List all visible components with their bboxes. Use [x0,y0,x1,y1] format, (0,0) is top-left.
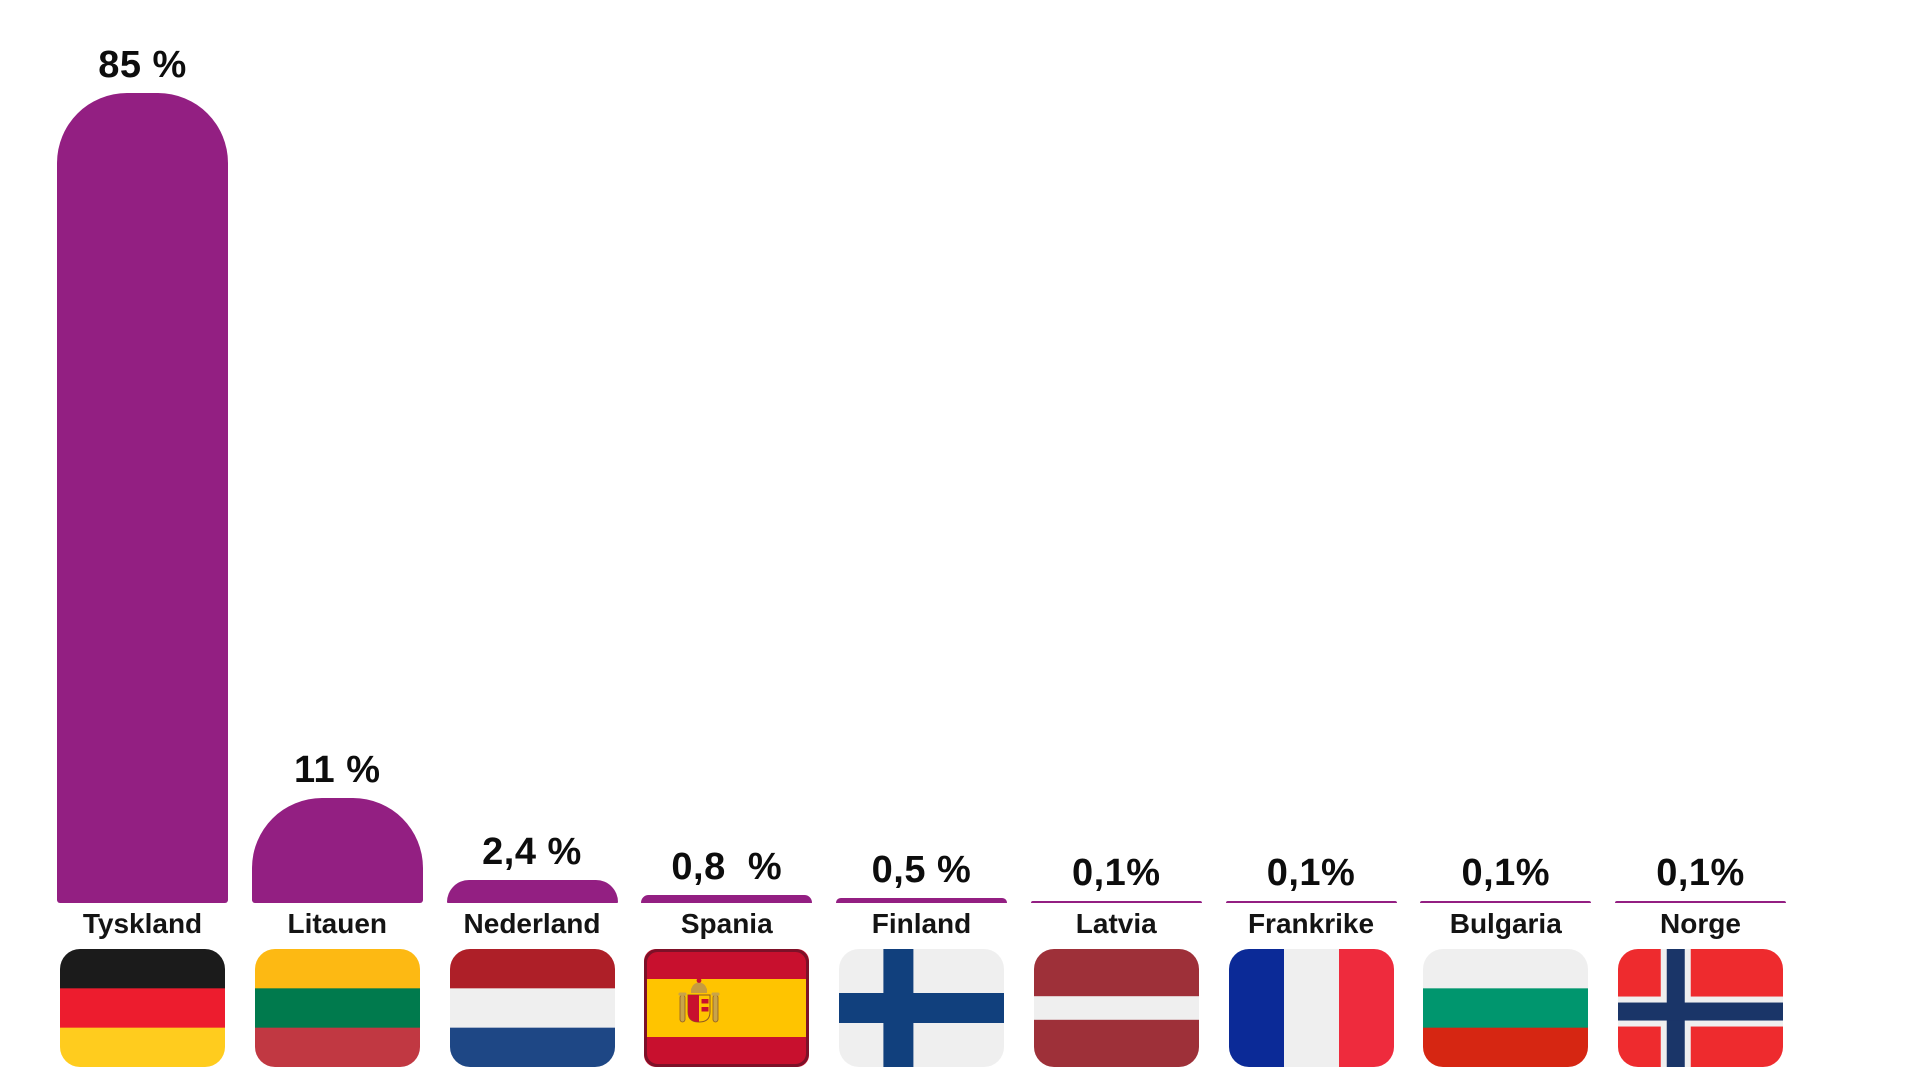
value-label-frankrike: 0,1% [1266,851,1356,894]
value-label-litauen: 11 % [293,749,381,792]
country-label-spania: Spania [680,908,773,939]
plot-area: 0,5 % [836,0,1007,903]
plot-area: 85 % [57,0,228,903]
flag-finland-icon [839,949,1004,1067]
chart-column-spania: 0,8 % Spania [641,0,813,1080]
bar-chart: 85 % Tyskland 11 % Litauen 2,4 % Nederla… [57,0,1786,1080]
chart-column-norge: 0,1% Norge [1615,0,1786,1080]
bar-bulgaria [1420,900,1592,903]
chart-column-finland: 0,5 % Finland [836,0,1007,1080]
plot-area: 0,1% [1420,0,1592,903]
country-label-nederland: Nederland [463,908,601,939]
flag-bulgaria-icon [1423,949,1589,1067]
flag-france-icon [1228,949,1394,1067]
spain-coat-of-arms [678,978,720,1023]
plot-area: 11 % [251,0,423,903]
country-label-norge: Norge [1660,908,1741,939]
bar-norge [1615,900,1786,903]
country-label-bulgaria: Bulgaria [1449,908,1562,939]
country-label-litauen: Litauen [287,908,388,939]
flag-norway-icon [1618,949,1783,1067]
country-label-tyskland: Tyskland [82,908,203,939]
value-label-spania: 0,8 % [671,846,783,889]
value-label-nederland: 2,4 % [482,831,582,874]
value-label-finland: 0,5 % [871,849,972,892]
flag-germany-icon [60,949,225,1067]
chart-column-frankrike: 0,1% Frankrike [1225,0,1397,1080]
value-label-bulgaria: 0,1% [1461,851,1551,894]
bar-tyskland [57,93,228,903]
country-label-latvia: Latvia [1075,908,1157,939]
value-label-norge: 0,1% [1656,851,1745,894]
plot-area: 0,1% [1615,0,1786,903]
chart-column-latvia: 0,1% Latvia [1030,0,1202,1080]
bar-litauen [251,798,423,903]
flag-latvia-icon [1033,949,1199,1067]
bar-latvia [1030,900,1202,903]
bar-frankrike [1225,900,1397,903]
flag-netherlands-icon [449,949,615,1067]
country-label-frankrike: Frankrike [1247,908,1375,939]
value-label-tyskland: 85 % [98,44,187,86]
bar-finland [836,898,1007,903]
plot-area: 0,1% [1030,0,1202,903]
plot-area: 0,8 % [641,0,813,903]
chart-column-tyskland: 85 % Tyskland [57,0,228,1080]
bar-spania [641,895,813,903]
plot-area: 2,4 % [446,0,618,903]
country-label-finland: Finland [871,908,972,939]
chart-column-nederland: 2,4 % Nederland [446,0,618,1080]
plot-area: 0,1% [1225,0,1397,903]
chart-column-litauen: 11 % Litauen [251,0,423,1080]
chart-column-bulgaria: 0,1% Bulgaria [1420,0,1592,1080]
flag-lithuania-icon [254,949,420,1067]
value-label-latvia: 0,1% [1071,851,1161,894]
bar-nederland [446,880,618,903]
flag-spain-icon [644,949,810,1067]
